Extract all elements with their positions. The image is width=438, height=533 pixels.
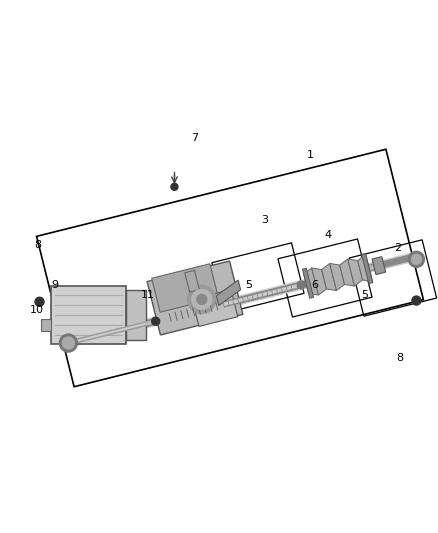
Text: 1: 1 [307, 150, 314, 160]
Polygon shape [192, 289, 238, 326]
Polygon shape [216, 280, 240, 305]
Circle shape [60, 334, 78, 352]
Polygon shape [330, 263, 345, 290]
Text: 6: 6 [311, 280, 318, 290]
Circle shape [197, 294, 207, 304]
Polygon shape [312, 268, 326, 295]
Polygon shape [185, 270, 199, 292]
Text: 5: 5 [246, 280, 252, 290]
Polygon shape [372, 256, 385, 274]
Polygon shape [348, 259, 363, 286]
Circle shape [35, 297, 44, 306]
Polygon shape [126, 290, 145, 340]
Polygon shape [304, 268, 318, 295]
Text: 11: 11 [141, 290, 155, 300]
Circle shape [62, 337, 74, 349]
Polygon shape [50, 286, 126, 344]
Circle shape [409, 252, 424, 268]
Text: 10: 10 [30, 305, 44, 315]
Text: 8: 8 [35, 240, 42, 250]
Text: 5: 5 [361, 290, 368, 300]
Polygon shape [303, 268, 314, 298]
Circle shape [171, 183, 178, 190]
Text: 3: 3 [261, 215, 268, 225]
Circle shape [192, 289, 212, 310]
Text: 9: 9 [51, 280, 59, 290]
Text: 8: 8 [396, 353, 403, 363]
Polygon shape [340, 259, 354, 286]
Polygon shape [152, 264, 218, 312]
Text: 2: 2 [395, 243, 402, 253]
Polygon shape [362, 254, 373, 284]
Circle shape [412, 296, 421, 305]
Text: 7: 7 [191, 133, 198, 143]
Circle shape [411, 254, 421, 264]
Polygon shape [321, 263, 336, 290]
Circle shape [297, 281, 305, 289]
Circle shape [188, 286, 216, 313]
Polygon shape [40, 319, 50, 331]
Text: 4: 4 [325, 230, 332, 240]
Polygon shape [147, 261, 243, 335]
Polygon shape [358, 254, 373, 281]
Circle shape [152, 317, 160, 325]
